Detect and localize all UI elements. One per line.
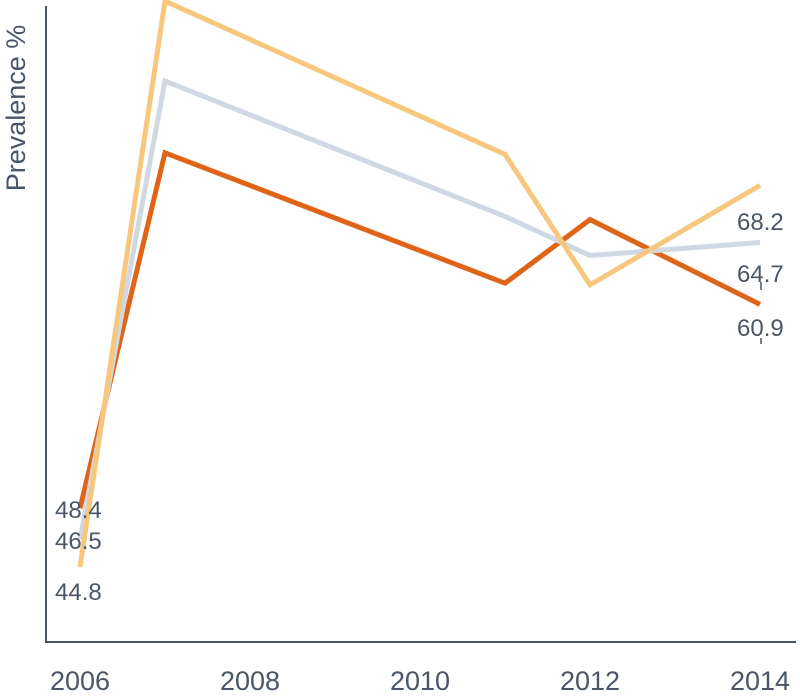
x-tick-label-2012: 2012 (560, 666, 620, 696)
end-label-0: 60.9 (737, 315, 784, 342)
x-tick-label-2006: 2006 (50, 666, 110, 696)
x-tick-labels: 2006 2008 2010 2012 2014 (50, 666, 790, 696)
data-labels: 48.460.946.564.744.868.2 (55, 209, 784, 606)
end-label-2: 68.2 (737, 209, 784, 236)
start-label-2: 44.8 (55, 579, 102, 606)
start-label-0: 48.4 (55, 497, 102, 524)
series-line-0 (77, 149, 762, 509)
series-line-1 (77, 77, 761, 540)
y-axis-title: Prevalence % (1, 25, 31, 192)
start-label-1: 46.5 (55, 528, 102, 555)
x-tick-label-2008: 2008 (220, 666, 280, 696)
x-tick-label-2010: 2010 (390, 666, 450, 696)
axes (45, 6, 796, 643)
series-layer (77, 0, 762, 568)
series-line-2 (77, 0, 762, 568)
x-tick-label-2014: 2014 (730, 666, 790, 696)
